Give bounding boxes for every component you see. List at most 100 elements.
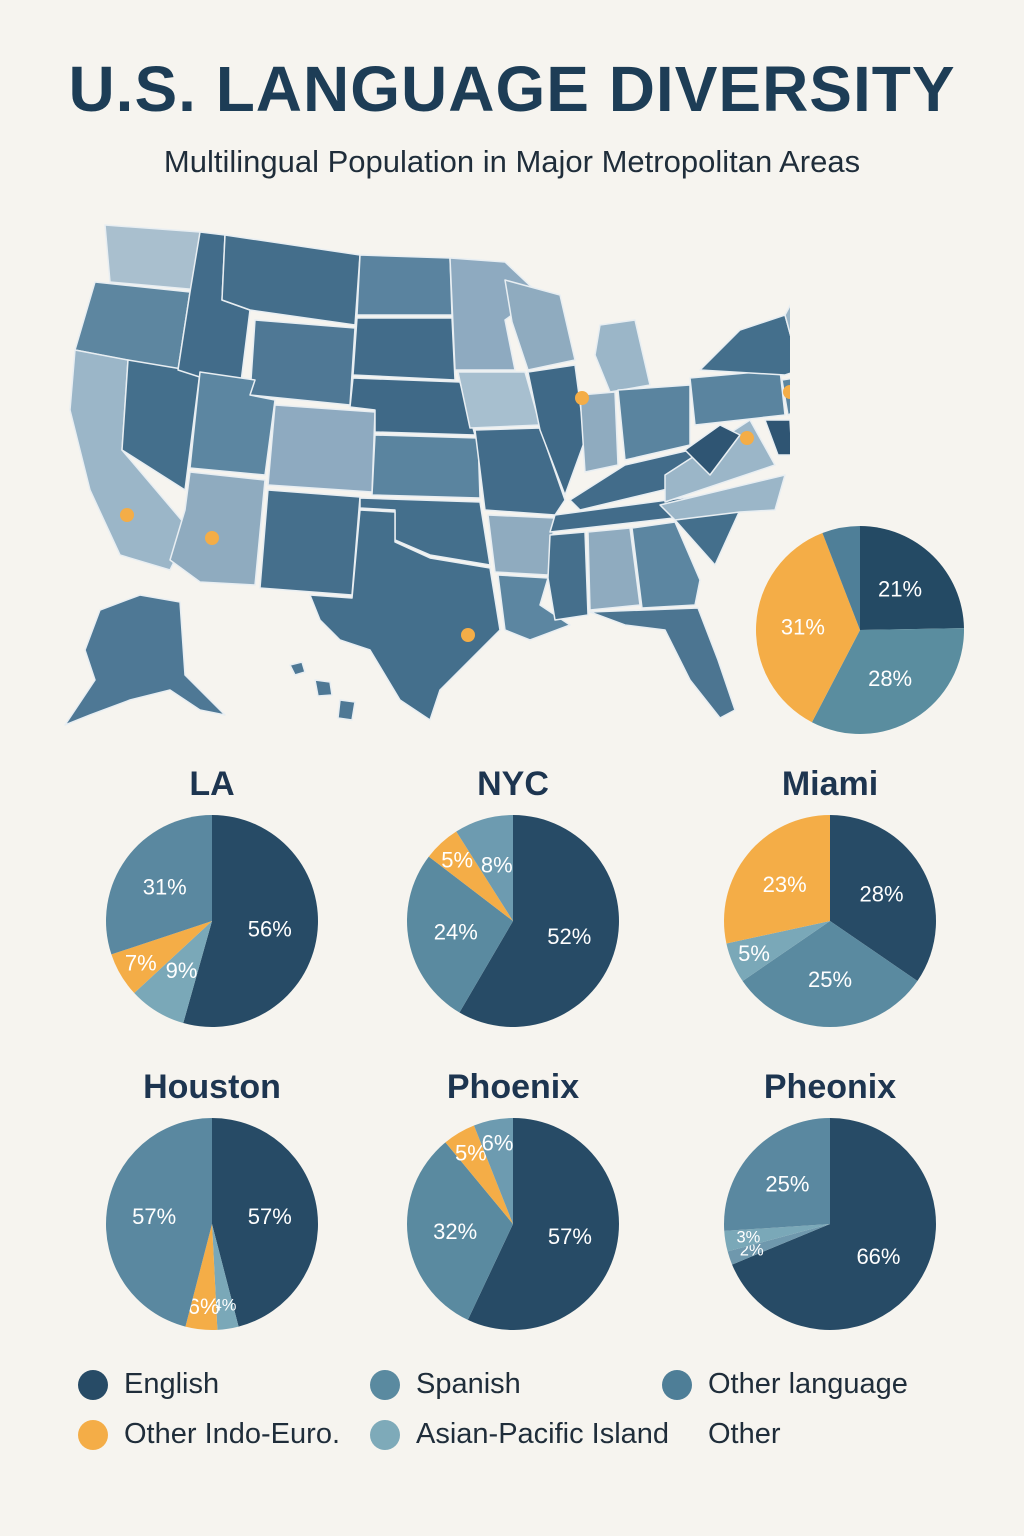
map-marker-phoenix	[205, 531, 219, 545]
pie-chart-la-slice-1	[134, 921, 212, 1024]
map-state-wisconsin	[504, 279, 576, 371]
pie-chart-houston-label-0: 57%	[248, 1204, 292, 1229]
map-state-new-england	[784, 304, 790, 337]
pie-chart-pheonix-slice-0	[732, 1118, 936, 1330]
map-state-new-york	[699, 314, 790, 376]
pie-chart-miami-label-2: 5%	[738, 941, 770, 966]
pie-chart-phoenix: 57% 32% 5%6%	[407, 1118, 619, 1330]
city-title-houston: Houston	[143, 1068, 281, 1106]
legend-item-other: Other	[708, 1418, 781, 1451]
map-state-arizona	[169, 471, 266, 586]
map-state-hawaii	[289, 661, 356, 721]
map-state-maryland	[764, 419, 790, 456]
city-chart-miami: Miami 28% 25% 5% 23%	[710, 765, 950, 1033]
map-state-georgia	[631, 521, 701, 609]
page-title: U.S. LANGUAGE DIVERSITY	[68, 53, 956, 125]
city-title-nyc: NYC	[477, 765, 549, 803]
pie-chart-la-label-2: 7%	[125, 951, 157, 976]
pie-chart-phoenix-label-1: 32%	[433, 1219, 477, 1244]
map-state-ohio	[617, 384, 691, 461]
legend-item-asian-pacific: Asian-Pacific Island	[370, 1418, 669, 1451]
pie-chart-nyc-label-1: 24%	[434, 920, 478, 945]
map-state-new-mexico	[259, 489, 361, 596]
inset-pie-chart-slice-0	[860, 526, 964, 630]
pie-chart-phoenix-label-2: 5%	[455, 1140, 487, 1165]
inset-pie-chart-slice-2	[756, 533, 860, 723]
pie-chart-houston-slice-0	[212, 1118, 319, 1327]
pie-chart-pheonix-label-3: 25%	[765, 1172, 809, 1197]
pie-chart-pheonix-slice-3	[724, 1118, 830, 1231]
legend-swatch-english	[78, 1369, 108, 1400]
legend-label-indo-euro: Other Indo-Euro.	[124, 1418, 340, 1450]
city-chart-nyc: NYC 52% 24% 5% 8%	[393, 765, 633, 1033]
pie-chart-nyc-label-2: 5%	[441, 848, 473, 873]
pie-chart-miami-slice-3	[724, 815, 830, 944]
pie-chart-nyc-slice-0	[459, 815, 619, 1027]
city-title-pheonix: Pheonix	[763, 1068, 897, 1106]
map-state-nevada	[121, 359, 201, 491]
city-chart-la: LA 56% 9% 7% 31%	[92, 765, 332, 1033]
legend-label-asian-pacific: Asian-Pacific Island	[416, 1418, 670, 1450]
map-marker-la	[120, 508, 134, 522]
pie-chart-la-slice-3	[105, 815, 212, 955]
city-chart-pheonix: Pheonix 66% 2% 3% 25%	[710, 1068, 950, 1336]
map-state-florida	[589, 607, 736, 719]
inset-pie-chart-slice-3	[822, 526, 860, 630]
inset-pie-chart-label-2: 31%	[781, 614, 825, 639]
pie-chart-miami-label-1: 25%	[808, 967, 852, 992]
pie-chart-pheonix: 66%2%3%25%	[724, 1118, 936, 1330]
legend-item-other-language: Other language	[662, 1368, 908, 1401]
pie-chart-phoenix-label-3: 6%	[482, 1130, 514, 1155]
pie-chart-houston-slice-3	[105, 1118, 212, 1327]
city-chart-houston: Houston 57% 4% 6% 57%	[92, 1068, 332, 1336]
legend-item-indo-euro: Other Indo-Euro.	[78, 1418, 340, 1451]
pie-chart-nyc-label-0: 52%	[547, 924, 591, 949]
legend-item-spanish: Spanish	[370, 1368, 521, 1401]
pie-chart-la-label-1: 9%	[166, 958, 198, 983]
pie-chart-pheonix-label-0: 66%	[856, 1244, 900, 1269]
pie-chart-la: 56% 9% 7% 31%	[105, 815, 318, 1027]
map-state-washington	[104, 224, 201, 291]
pie-chart-pheonix-slice-1	[727, 1224, 830, 1265]
map-state-mississippi	[547, 531, 589, 621]
map-state-north-dakota	[356, 254, 453, 316]
map-marker-dc	[740, 431, 754, 445]
map-marker-houston	[461, 628, 475, 642]
city-title-miami: Miami	[781, 765, 879, 803]
city-chart-phoenix: Phoenix 57% 32% 5% 6%	[393, 1068, 633, 1336]
pie-chart-nyc-slice-2	[428, 831, 513, 921]
map-state-indiana	[579, 391, 619, 473]
inset-pie-chart-label-1: 28%	[868, 666, 912, 691]
pie-chart-nyc-slice-1	[407, 856, 513, 1013]
city-title-phoenix: Phoenix	[446, 1068, 580, 1106]
pie-chart-miami-slice-2	[726, 921, 830, 981]
map-state-montana	[221, 234, 361, 326]
pie-chart-la-slice-2	[111, 921, 212, 994]
pie-chart-phoenix-slice-1	[407, 1142, 513, 1320]
pie-chart-pheonix-label-2: 3%	[736, 1228, 760, 1246]
pie-chart-houston-label-3: 57%	[132, 1204, 176, 1229]
inset-pie-chart-slice-1	[811, 628, 964, 734]
map-state-pennsylvania	[689, 369, 786, 426]
map-state-west-virginia	[684, 424, 741, 476]
legend-swatch-spanish	[370, 1369, 400, 1400]
map-state-wyoming	[249, 319, 356, 406]
pie-chart-phoenix-slice-0	[467, 1118, 619, 1330]
legend-label-other-language: Other language	[708, 1368, 908, 1400]
pie-chart-phoenix-slice-3	[473, 1118, 513, 1224]
map-state-alaska	[64, 594, 226, 726]
inset-pie-chart: 21% 28% 31%	[756, 526, 964, 734]
pie-chart-phoenix-label-0: 57%	[548, 1224, 592, 1249]
pie-chart-miami-slice-0	[830, 815, 936, 981]
pie-chart-miami: 28% 25% 5% 23%	[724, 815, 936, 1027]
map-state-missouri	[474, 427, 566, 516]
pie-chart-la-label-3: 31%	[143, 874, 187, 899]
pie-chart-miami-label-0: 28%	[860, 881, 904, 906]
city-title-la: LA	[189, 765, 235, 803]
pie-chart-miami-label-3: 23%	[763, 872, 807, 897]
pie-chart-la-label-0: 56%	[248, 916, 292, 941]
map-state-michigan	[594, 319, 651, 393]
map-state-arkansas	[487, 514, 556, 576]
map-marker-nyc	[783, 385, 790, 399]
pie-chart-nyc: 52% 24% 5% 8%	[407, 815, 619, 1027]
